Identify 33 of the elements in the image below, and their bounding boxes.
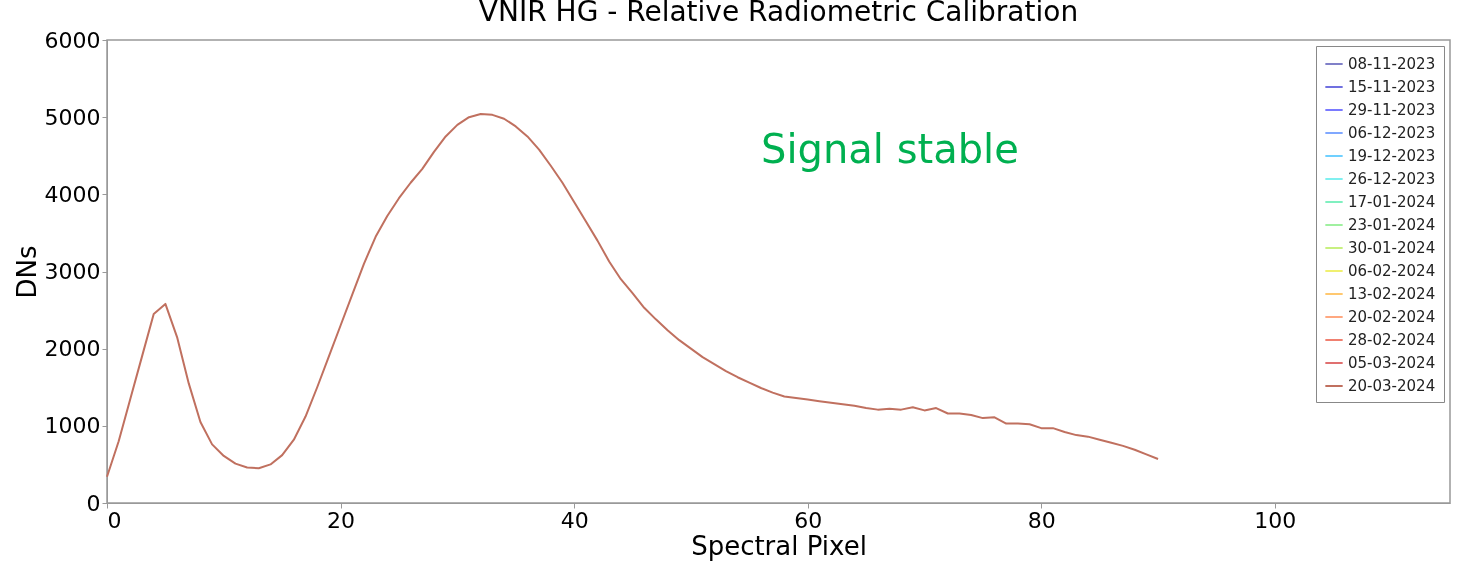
legend-label: 30-01-2024: [1348, 239, 1436, 257]
legend-label: 08-11-2023: [1348, 55, 1436, 73]
legend-label: 06-12-2023: [1348, 124, 1436, 142]
legend-label: 17-01-2024: [1348, 193, 1436, 211]
x-tick-label: 80: [1027, 507, 1056, 533]
chart-title: VNIR HG - Relative Radiometric Calibration: [478, 0, 1079, 28]
legend-label: 26-12-2023: [1348, 170, 1436, 188]
legend-label: 19-12-2023: [1348, 147, 1436, 165]
y-tick-label: 2000: [44, 336, 101, 362]
x-axis-title: Spectral Pixel: [691, 530, 867, 561]
y-tick-label: 0: [86, 490, 101, 516]
y-tick-label: 6000: [44, 27, 101, 53]
legend-label: 20-02-2024: [1348, 308, 1436, 326]
legend-label: 05-03-2024: [1348, 354, 1436, 372]
legend-label: 23-01-2024: [1348, 216, 1436, 234]
legend-label: 15-11-2023: [1348, 78, 1436, 96]
y-tick-label: 1000: [44, 413, 101, 439]
x-tick-label: 100: [1254, 507, 1297, 533]
legend-label: 13-02-2024: [1348, 285, 1436, 303]
legend-label: 20-03-2024: [1348, 377, 1436, 395]
legend-label: 28-02-2024: [1348, 331, 1436, 349]
y-tick-label: 4000: [44, 181, 101, 207]
y-tick-label: 5000: [44, 104, 101, 130]
line-series: [106, 113, 1160, 478]
annotation: Signal stable: [761, 126, 1019, 173]
x-tick-label: 0: [107, 507, 122, 533]
x-tick-label: 20: [327, 507, 356, 533]
x-tick-label: 40: [560, 507, 589, 533]
legend-label: 29-11-2023: [1348, 101, 1436, 119]
y-tick-label: 3000: [44, 259, 101, 284]
legend-label: 06-02-2024: [1348, 262, 1436, 280]
x-tick-label: 60: [794, 507, 823, 533]
y-axis-title: DNs: [11, 245, 42, 299]
